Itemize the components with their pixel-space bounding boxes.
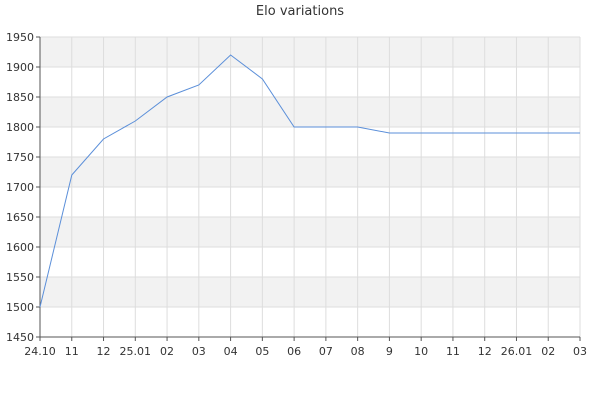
y-tick-label: 1800 [6, 121, 34, 134]
y-tick-label: 1700 [6, 181, 34, 194]
x-tick-label: 26.01 [501, 345, 533, 358]
y-tick-label: 1550 [6, 271, 34, 284]
x-tick-label: 06 [287, 345, 301, 358]
x-tick-label: 05 [255, 345, 269, 358]
x-tick-label: 11 [446, 345, 460, 358]
y-tick-label: 1900 [6, 61, 34, 74]
background-band [40, 157, 580, 187]
y-tick-label: 1850 [6, 91, 34, 104]
x-tick-label: 24.10 [24, 345, 56, 358]
x-tick-label: 12 [97, 345, 111, 358]
x-tick-label: 10 [414, 345, 428, 358]
x-tick-label: 25.01 [120, 345, 152, 358]
background-band [40, 277, 580, 307]
y-tick-labels: 1450 1500 1550 1600 1650 1700 1750 1800 1850 1900… [6, 31, 40, 344]
background-band [40, 37, 580, 67]
y-tick-label: 1650 [6, 211, 34, 224]
x-tick-label: 07 [319, 345, 333, 358]
x-tick-label: 03 [192, 345, 206, 358]
background-bands [40, 37, 580, 307]
y-tick-label: 1600 [6, 241, 34, 254]
y-tick-label: 1450 [6, 331, 34, 344]
x-tick-labels: 24.10 11 12 25.01 02 03 04 05 06 07 08 9 10 11 12 26.01… [24, 337, 587, 358]
chart-title: Elo variations [255, 4, 345, 19]
y-tick-label: 1500 [6, 301, 34, 314]
x-tick-label: 12 [478, 345, 492, 358]
series-lines [39, 54, 580, 308]
x-tick-label: 02 [541, 345, 555, 358]
x-tick-label: 11 [65, 345, 79, 358]
x-tick-label: 03 [573, 345, 587, 358]
y-tick-label: 1950 [6, 31, 34, 44]
series-line [39, 54, 580, 308]
x-tick-label: 02 [160, 345, 174, 358]
y-tick-label: 1750 [6, 151, 34, 164]
x-tick-label: 08 [351, 345, 365, 358]
background-band [40, 97, 580, 127]
background-band [40, 217, 580, 247]
x-tick-label: 04 [224, 345, 238, 358]
x-tick-label: 9 [386, 345, 393, 358]
